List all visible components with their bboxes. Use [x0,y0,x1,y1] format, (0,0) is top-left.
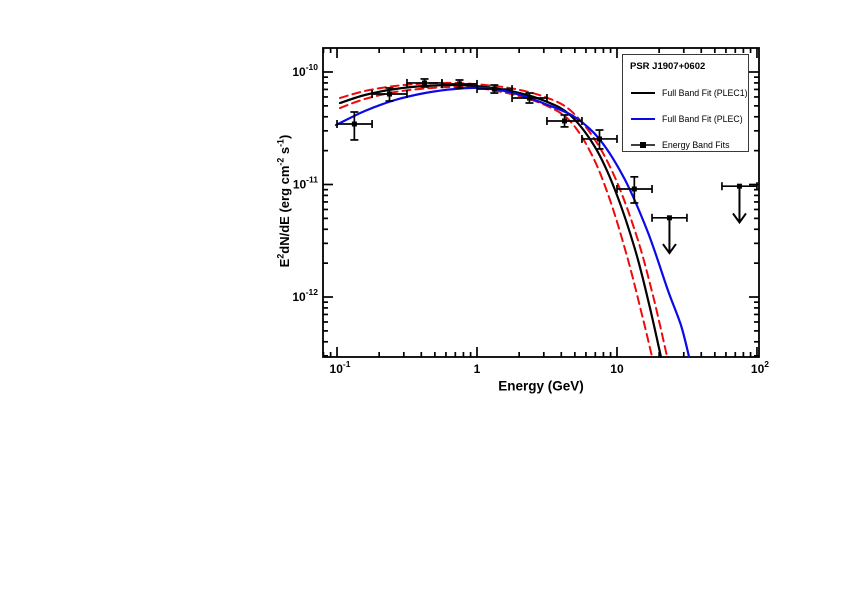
svg-text:10-11: 10-11 [293,175,318,192]
curve-plec1-fit [338,83,662,358]
data-points [336,78,653,204]
plec1-line-sample-icon [631,92,655,94]
legend-entry-label: Full Band Fit (PLEC) [662,114,743,124]
y-axis-label-text: E2dN/dE (erg cm-2 s-1) [275,134,293,268]
svg-text:102: 102 [751,359,769,376]
svg-text:1: 1 [474,362,481,376]
svg-text:10: 10 [610,362,624,376]
svg-text:10-12: 10-12 [292,287,318,304]
svg-text:10-10: 10-10 [292,62,318,79]
axis-ticks [322,48,759,357]
curve-plec1-upper-band [339,81,669,358]
x-tick-labels: 10-1 1 10 102 [330,359,770,376]
y-tick-labels: 10-10 10-11 10-12 [292,62,318,304]
legend-title: PSR J1907+0602 [630,61,706,72]
upper-limits [651,182,758,255]
svg-text:10-1: 10-1 [330,359,351,376]
legend-entry-plec: Full Band Fit (PLEC) [630,114,743,124]
x-axis-label: Energy (GeV) [498,378,584,394]
curve-plec1-lower-band [339,85,653,358]
curve-plec-fit [334,86,691,358]
legend-entry-energy-band-fits: Energy Band Fits [630,140,741,150]
legend-entry-plec1: Full Band Fit (PLEC1) [630,88,748,98]
legend-entry-label: Energy Band Fits [662,140,730,150]
marker-line-sample-icon [631,142,655,148]
legend-entry-label: Full Band Fit (PLEC1) [662,88,748,98]
y-axis-label: E2dN/dE (erg cm-2 s-1) [276,135,292,268]
plec-line-sample-icon [631,118,655,120]
legend: PSR J1907+0602 Full Band Fit (PLEC1) Ful… [622,54,749,152]
